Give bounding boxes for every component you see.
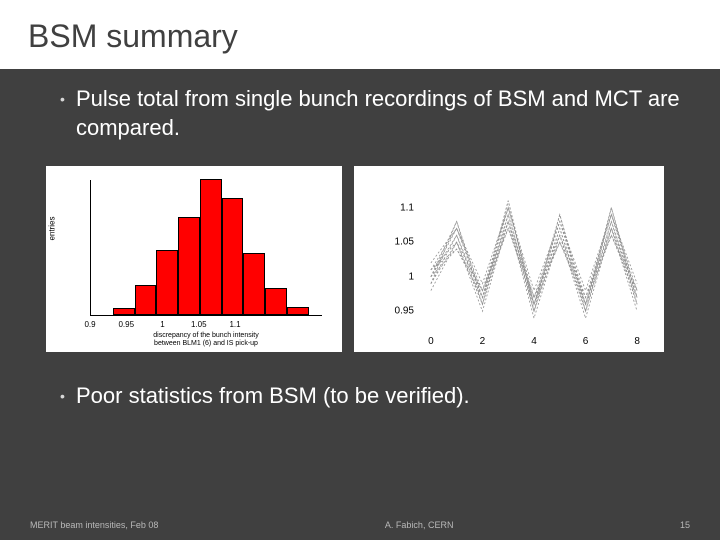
histogram-xtick: 1.05 — [191, 320, 207, 329]
line-xtick: 8 — [634, 336, 640, 347]
content-area: • Pulse total from single bunch recordin… — [0, 69, 720, 142]
line-ytick: 1.1 — [400, 202, 414, 213]
line-ytick: 1 — [408, 271, 414, 282]
histogram-bar — [135, 285, 157, 315]
charts-row: entries 0.9 0.95 1 1.05 1.1 discrepancy of t… — [0, 158, 720, 366]
histogram-xtick: 1 — [160, 320, 164, 329]
bullet-item: • Pulse total from single bunch recordin… — [60, 85, 700, 142]
histogram-ylabel: entries — [48, 217, 57, 241]
footer: MERIT beam intensities, Feb 08 A. Fabich… — [0, 520, 720, 530]
histogram-bar — [113, 308, 135, 315]
line-ytick: 0.95 — [395, 306, 414, 317]
histogram-xtick: 1.1 — [229, 320, 240, 329]
content-area-2: • Poor statistics from BSM (to be verifi… — [0, 366, 720, 411]
histogram-bar — [222, 198, 244, 315]
bullet-marker-icon: • — [60, 382, 76, 410]
footer-center: A. Fabich, CERN — [385, 520, 454, 530]
linechart-panel: 0.95 1 1.05 1.1 0 2 4 6 8 — [354, 166, 664, 352]
histogram-xaxis: 0.90.9511.051.1 discrepancy of the bunch… — [90, 320, 322, 348]
footer-left: MERIT beam intensities, Feb 08 — [30, 520, 158, 530]
bullet-item: • Poor statistics from BSM (to be verifi… — [60, 382, 700, 411]
histogram-bar — [200, 179, 222, 315]
histogram-bar — [287, 307, 309, 315]
histogram-xtick: 0.9 — [84, 320, 95, 329]
bullet-text: Poor statistics from BSM (to be verified… — [76, 382, 470, 411]
line-xtick: 4 — [531, 336, 537, 347]
line-xtick: 6 — [583, 336, 589, 347]
title-bar: BSM summary — [0, 0, 720, 69]
line-ytick: 1.05 — [395, 237, 414, 248]
histogram-panel: entries 0.9 0.95 1 1.05 1.1 discrepancy of t… — [46, 166, 342, 352]
bullet-text: Pulse total from single bunch recordings… — [76, 85, 700, 142]
linechart-plot-area: 0.9511.051.102468 — [418, 180, 650, 332]
histogram-bar — [243, 253, 265, 316]
histogram-bar — [156, 250, 178, 315]
histogram-bar — [178, 217, 200, 315]
slide-number: 15 — [680, 520, 690, 530]
line-xtick: 2 — [480, 336, 486, 347]
line-xtick: 0 — [428, 336, 434, 347]
histogram-xtick: 0.95 — [118, 320, 134, 329]
histogram-xlabel: discrepancy of the bunch intensity betwe… — [90, 332, 322, 347]
histogram-bar — [265, 288, 287, 315]
bullet-marker-icon: • — [60, 85, 76, 113]
histogram-plot-area — [90, 180, 322, 316]
slide-title: BSM summary — [28, 18, 692, 55]
